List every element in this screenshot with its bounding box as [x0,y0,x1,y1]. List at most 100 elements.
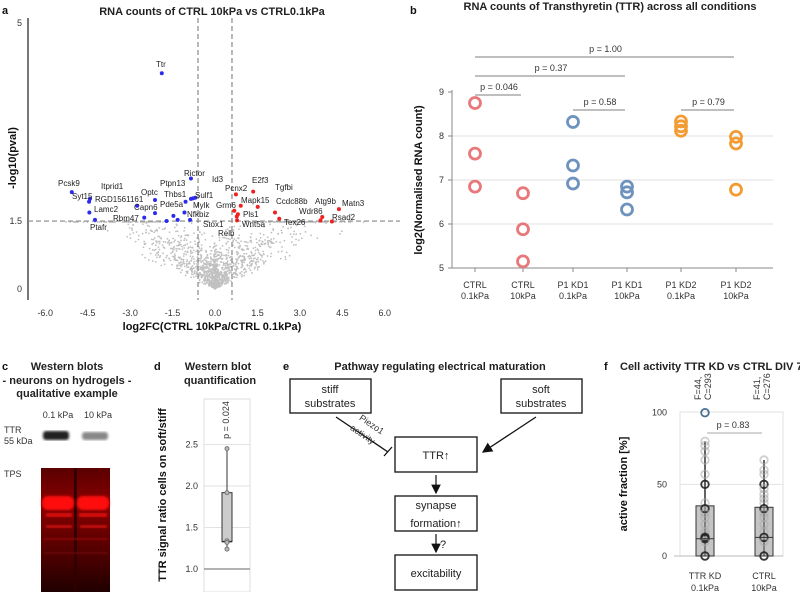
ns-point [175,267,178,270]
ns-point [161,228,164,231]
ns-point [210,270,213,273]
ns-point [194,243,197,246]
ns-point [174,257,177,260]
gene-point-itprid1 [87,199,92,204]
ns-point [295,224,298,227]
ns-point [220,270,222,273]
ns-point [205,251,208,254]
ns-point [153,237,156,239]
gene-label: Stox1 [203,220,224,229]
ns-point [158,240,161,243]
ns-point [226,274,228,276]
ns-point [226,260,229,263]
ns-point [262,250,265,253]
ns-point [217,269,219,272]
ns-point [267,243,269,246]
gene-label: Sulf1 [195,191,214,200]
ns-point [270,252,273,255]
ns-point [277,232,280,235]
ns-point [306,221,309,224]
ns-point [224,280,227,283]
ns-point [157,254,160,256]
lane-label-soft: 0.1 kPa [43,410,74,420]
ns-point [255,258,258,261]
ns-point [209,268,212,271]
ns-point [207,267,210,270]
ns-point [155,241,158,244]
ns-point [290,226,292,229]
ns-point [246,264,249,267]
ns-point [198,281,201,284]
ns-point [250,263,253,266]
box [754,506,774,557]
data-point [759,479,769,490]
ns-point [195,263,198,265]
ns-point [267,241,270,244]
ns-point [190,222,193,225]
ns-point [191,246,194,249]
ns-point [233,246,236,249]
ttr-title: RNA counts of Transthyretin (TTR) across… [464,1,757,13]
ns-point [154,229,157,232]
pathway-diagram: Pathway regulating electrical maturation… [289,361,583,591]
ns-point [227,277,229,280]
ns-point [245,252,248,255]
ns-point [215,255,218,258]
ns-point [163,263,166,266]
data-point [566,115,580,129]
data-point [759,465,769,475]
gene-label: Ttr [156,60,166,69]
ns-point [148,247,151,250]
ns-point [212,268,215,271]
ns-point [236,241,239,244]
ns-point [186,243,189,245]
ns-point [223,254,225,257]
ns-point [236,267,239,270]
y-tick-label: 100 [652,408,667,418]
ns-point [143,240,146,243]
ns-point [191,271,194,273]
data-point [729,129,743,144]
ns-point [269,246,272,249]
ns-point [174,259,177,262]
gene-label: Ptpn13 [160,179,186,188]
ns-point [194,269,196,272]
gene-label: Matn3 [342,199,365,208]
ns-point [224,274,227,276]
quant-pvalue: p = 0.024 [221,401,231,439]
ns-point [216,260,219,263]
ns-point [224,229,227,232]
ns-point [299,232,302,235]
category-sublabel: 10kPa [614,291,640,301]
ns-point [219,285,222,288]
ns-point [249,260,252,263]
ns-point [200,249,203,252]
ns-point [158,242,161,245]
ns-point [195,250,197,253]
data-point [759,504,769,514]
ns-point [191,255,194,258]
synapse-formation-box: synapse formation↑ [394,495,478,532]
ns-point [204,283,207,286]
ns-point [183,265,186,268]
gene-label: Thbs1 [164,190,187,199]
ns-point [179,236,182,239]
ns-point [174,254,177,257]
ns-point [193,272,196,275]
gene-point-capn6 [153,211,158,216]
ns-point [179,271,182,274]
ns-point [228,246,231,249]
ns-point [284,256,287,258]
ns-point [247,241,249,244]
data-point [700,446,710,457]
ns-point [225,237,228,240]
ns-point [213,242,216,245]
data-point [759,526,769,537]
ns-point [113,221,116,223]
ns-point [214,248,217,251]
ns-point [201,269,204,272]
panel-label-a: a [2,5,9,17]
data-point [566,158,580,173]
ns-point [106,229,109,232]
